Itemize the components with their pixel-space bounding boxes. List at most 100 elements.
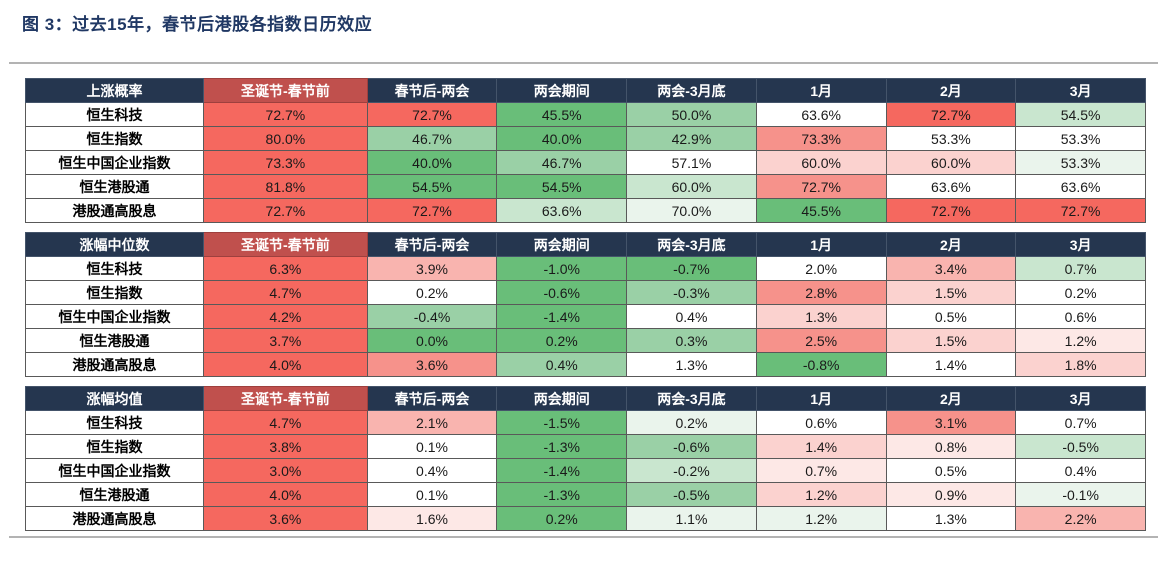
value-cell: 60.0% <box>885 150 1017 175</box>
row-label: 恒生中国企业指数 <box>24 150 205 175</box>
value-cell: 3.9% <box>366 256 498 281</box>
table-row: 恒生中国企业指数 73.3% 40.0% 46.7% 57.1% 60.0% 60.0% 53… <box>24 150 1146 175</box>
value-cell: 60.0% <box>626 174 757 199</box>
value-cell: 42.9% <box>626 126 757 151</box>
table-row: 恒生科技 72.7% 72.7% 45.5% 50.0% 63.6% 72.7% 54.5% <box>24 102 1146 127</box>
value-cell: -0.6% <box>626 434 757 459</box>
value-cell: 0.2% <box>496 506 628 531</box>
value-cell: 72.7% <box>755 174 887 199</box>
figure-page: 图 3：过去15年，春节后港股各指数日历效应 上涨概率 圣诞节-春节前 春节后-两会… <box>0 13 1167 538</box>
value-cell: 72.7% <box>203 102 368 127</box>
value-cell: -0.8% <box>755 352 887 377</box>
value-cell: 63.6% <box>1015 174 1146 199</box>
column-header: 2月 <box>885 386 1017 411</box>
row-label: 恒生指数 <box>24 126 205 151</box>
column-header: 3月 <box>1015 78 1146 103</box>
row-label: 恒生科技 <box>24 256 205 281</box>
heatmap-table-1: 上涨概率 圣诞节-春节前 春节后-两会 两会期间 两会-3月底 1月 2月 3月 恒生科技 72.… <box>24 78 1146 223</box>
heatmap-table-2: 涨幅中位数 圣诞节-春节前 春节后-两会 两会期间 两会-3月底 1月 2月 3月 恒生科技 6.… <box>24 232 1146 377</box>
value-cell: 0.6% <box>1015 304 1146 329</box>
value-cell: 81.8% <box>203 174 368 199</box>
column-header: 2月 <box>885 232 1017 257</box>
value-cell: 2.8% <box>755 280 887 305</box>
value-cell: 3.7% <box>203 328 368 353</box>
row-label: 港股通高股息 <box>24 506 205 531</box>
value-cell: 46.7% <box>496 150 628 175</box>
value-cell: 53.3% <box>885 126 1017 151</box>
value-cell: 0.5% <box>885 304 1017 329</box>
value-cell: 40.0% <box>366 150 498 175</box>
value-cell: 50.0% <box>626 102 757 127</box>
value-cell: 46.7% <box>366 126 498 151</box>
value-cell: 45.5% <box>755 198 887 223</box>
value-cell: 1.4% <box>885 352 1017 377</box>
value-cell: 1.2% <box>755 506 887 531</box>
value-cell: 72.7% <box>885 198 1017 223</box>
value-cell: 0.0% <box>366 328 498 353</box>
value-cell: 0.2% <box>626 410 757 435</box>
column-header: 两会-3月底 <box>626 386 757 411</box>
value-cell: -0.3% <box>626 280 757 305</box>
value-cell: -0.2% <box>626 458 757 483</box>
header-row: 涨幅均值 圣诞节-春节前 春节后-两会 两会期间 两会-3月底 1月 2月 3月 <box>24 386 1146 411</box>
value-cell: 60.0% <box>755 150 887 175</box>
row-label: 恒生中国企业指数 <box>24 458 205 483</box>
value-cell: 0.4% <box>496 352 628 377</box>
value-cell: -1.4% <box>496 304 628 329</box>
row-label: 恒生中国企业指数 <box>24 304 205 329</box>
value-cell: -1.3% <box>496 482 628 507</box>
value-cell: 1.2% <box>1015 328 1146 353</box>
value-cell: -0.5% <box>626 482 757 507</box>
value-cell: 3.6% <box>203 506 368 531</box>
value-cell: 54.5% <box>1015 102 1146 127</box>
table-row: 恒生指数 80.0% 46.7% 40.0% 42.9% 73.3% 53.3% 53.3% <box>24 126 1146 151</box>
value-cell: -1.3% <box>496 434 628 459</box>
value-cell: -0.6% <box>496 280 628 305</box>
value-cell: 72.7% <box>885 102 1017 127</box>
value-cell: 72.7% <box>1015 198 1146 223</box>
table-row: 港股通高股息 72.7% 72.7% 63.6% 70.0% 45.5% 72.7% 72.7… <box>24 198 1146 223</box>
top-divider <box>9 62 1158 64</box>
value-cell: -0.5% <box>1015 434 1146 459</box>
column-header: 两会期间 <box>496 78 628 103</box>
table-row: 恒生指数 4.7% 0.2% -0.6% -0.3% 2.8% 1.5% 0.2% <box>24 280 1146 305</box>
value-cell: 1.5% <box>885 328 1017 353</box>
value-cell: 3.4% <box>885 256 1017 281</box>
value-cell: 0.7% <box>755 458 887 483</box>
value-cell: 6.3% <box>203 256 368 281</box>
column-header: 春节后-两会 <box>366 78 498 103</box>
value-cell: -1.5% <box>496 410 628 435</box>
value-cell: 3.6% <box>366 352 498 377</box>
value-cell: 1.6% <box>366 506 498 531</box>
column-header: 3月 <box>1015 232 1146 257</box>
value-cell: -0.1% <box>1015 482 1146 507</box>
value-cell: 72.7% <box>366 102 498 127</box>
value-cell: 1.5% <box>885 280 1017 305</box>
value-cell: 0.1% <box>366 482 498 507</box>
value-cell: 80.0% <box>203 126 368 151</box>
table-title: 涨幅中位数 <box>24 232 205 257</box>
value-cell: 3.8% <box>203 434 368 459</box>
value-cell: 54.5% <box>366 174 498 199</box>
value-cell: 0.2% <box>366 280 498 305</box>
value-cell: -0.7% <box>626 256 757 281</box>
column-header: 3月 <box>1015 386 1146 411</box>
table-row: 恒生港股通 3.7% 0.0% 0.2% 0.3% 2.5% 1.5% 1.2% <box>24 328 1146 353</box>
row-label: 恒生科技 <box>24 102 205 127</box>
value-cell: 0.8% <box>885 434 1017 459</box>
header-row: 上涨概率 圣诞节-春节前 春节后-两会 两会期间 两会-3月底 1月 2月 3月 <box>24 78 1146 103</box>
value-cell: 0.1% <box>366 434 498 459</box>
column-header: 两会-3月底 <box>626 78 757 103</box>
table-row: 港股通高股息 4.0% 3.6% 0.4% 1.3% -0.8% 1.4% 1.8% <box>24 352 1146 377</box>
value-cell: 72.7% <box>366 198 498 223</box>
table-row: 恒生港股通 81.8% 54.5% 54.5% 60.0% 72.7% 63.6% 63.6% <box>24 174 1146 199</box>
row-label: 恒生港股通 <box>24 328 205 353</box>
value-cell: 53.3% <box>1015 126 1146 151</box>
value-cell: 45.5% <box>496 102 628 127</box>
value-cell: 4.7% <box>203 280 368 305</box>
row-label: 恒生指数 <box>24 434 205 459</box>
row-label: 港股通高股息 <box>24 198 205 223</box>
value-cell: -1.0% <box>496 256 628 281</box>
value-cell: 4.7% <box>203 410 368 435</box>
value-cell: 54.5% <box>496 174 628 199</box>
